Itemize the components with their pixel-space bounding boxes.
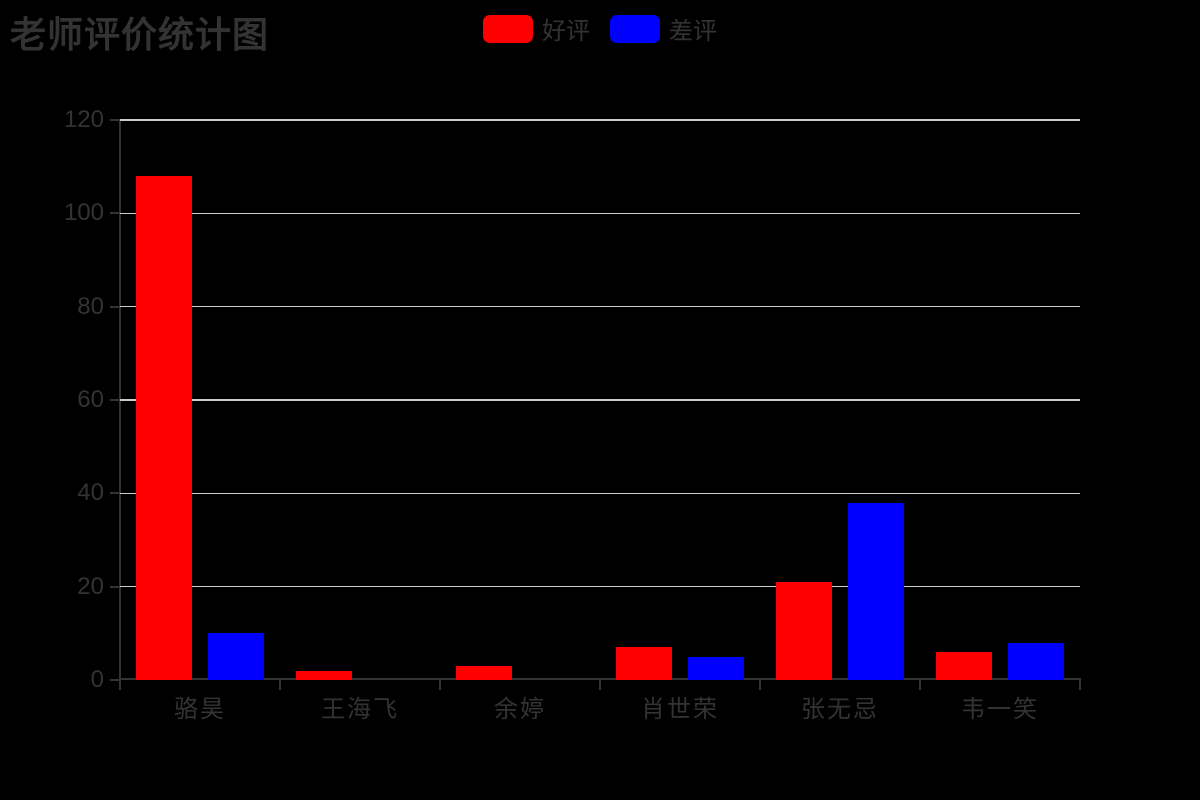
bar-series-2-cat-1 [208,633,264,680]
x-axis-tick-5 [919,680,921,690]
y-tick-label-80: 80 [77,292,104,320]
x-axis-tick-1 [279,680,281,690]
legend-item-negative[interactable]: 差评 [610,11,717,46]
y-tick-label-120: 120 [63,106,104,133]
gridline-120 [120,119,1080,121]
x-category-label-1: 骆昊 [174,696,226,723]
y-axis-tick-80 [110,305,120,308]
gridline-100 [120,212,1080,215]
y-tick-label-60: 60 [77,386,104,413]
x-category-label-5: 张无忌 [801,696,879,723]
bar-series-2-cat-5 [848,503,904,680]
legend-swatch-negative [610,14,660,43]
bar-series-2-cat-6 [1008,643,1064,680]
x-axis-tick-3 [599,680,601,690]
gridline-80 [120,305,1080,308]
y-axis-tick-120 [110,119,120,121]
y-axis-tick-40 [110,492,120,495]
bar-series-1-cat-6 [936,652,992,680]
x-category-label-2: 王海飞 [321,696,399,723]
legend-item-positive[interactable]: 好评 [483,11,590,46]
x-category-label-4: 肖世荣 [641,696,719,723]
y-axis-tick-100 [110,212,120,215]
y-axis-tick-0 [110,679,120,681]
legend: 好评 差评 [483,11,717,46]
bar-series-1-cat-5 [776,582,832,680]
chart-title: 老师评价统计图 [10,14,270,55]
y-axis-tick-20 [110,585,120,588]
x-axis-tick-4 [759,680,761,690]
bar-series-1-cat-3 [456,666,512,680]
legend-swatch-positive [483,14,533,43]
legend-label-negative: 差评 [669,18,717,45]
y-tick-label-100: 100 [63,199,104,227]
gridline-20 [120,585,1080,588]
x-axis-tick-6 [1079,680,1081,690]
bar-series-1-cat-1 [136,176,192,680]
gridline-40 [120,492,1080,495]
bar-series-2-cat-4 [688,657,744,680]
x-axis-line [119,678,1081,680]
y-tick-label-0: 0 [90,666,104,693]
bar-series-1-cat-2 [296,671,352,680]
gridline-60 [120,399,1080,401]
plot-area: 0 20 40 60 80 100 120 骆昊 王海飞 余婷 肖世荣 张无忌 韦一笑 [64,108,1081,723]
y-tick-label-20: 20 [77,572,104,600]
legend-label-positive: 好评 [542,18,590,45]
y-axis-tick-60 [110,399,120,401]
x-axis-tick-2 [439,680,441,690]
x-category-label-3: 余婷 [494,696,546,723]
bar-series-1-cat-4 [616,647,672,680]
x-axis-tick-0 [119,680,121,690]
x-category-label-6: 韦一笑 [961,696,1039,723]
y-tick-label-40: 40 [77,479,104,507]
